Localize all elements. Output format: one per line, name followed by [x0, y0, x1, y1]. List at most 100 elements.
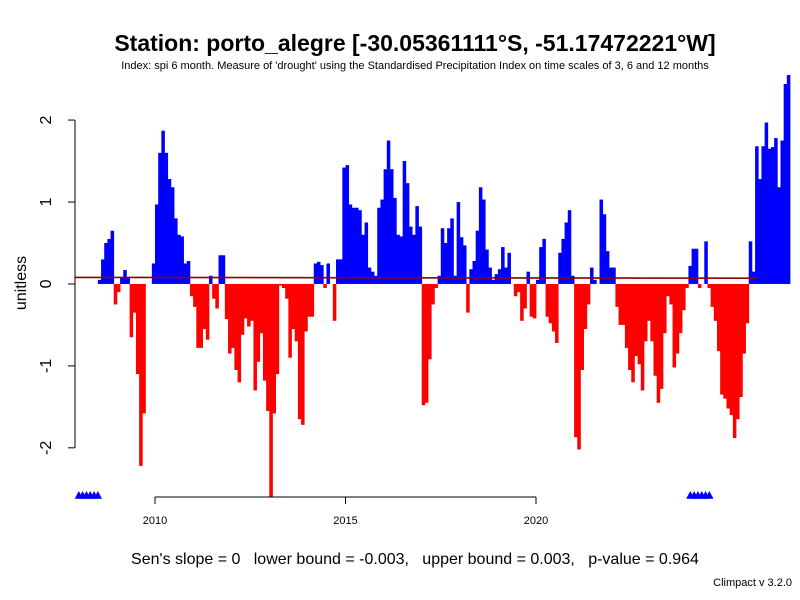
spi-bar: [745, 283, 750, 324]
spi-bar: [501, 247, 505, 284]
spi-bar: [456, 202, 461, 284]
spi-bar: [282, 283, 286, 289]
spi-bar: [247, 283, 251, 327]
spi-bar: [129, 283, 134, 338]
spi-bar: [409, 226, 413, 284]
spi-bar: [631, 283, 635, 383]
spi-bar: [736, 283, 740, 420]
spi-bar: [180, 236, 184, 284]
spi-bar: [326, 263, 330, 284]
spi-bar: [212, 283, 216, 299]
spi-bar: [593, 279, 597, 284]
spi-bar: [358, 210, 362, 284]
spi-bar: [383, 169, 388, 284]
spi-bar: [726, 283, 731, 409]
spi-bar: [640, 283, 645, 391]
spi-bar: [189, 283, 194, 297]
spi-bar: [450, 218, 454, 284]
spi-bar: [170, 187, 175, 284]
spi-bar: [774, 138, 778, 284]
spi-bar: [202, 283, 207, 330]
trend-line: [74, 276, 758, 280]
spi-bar: [691, 248, 696, 284]
spi-bar: [555, 283, 559, 343]
missing-marker: [705, 491, 714, 499]
spi-bar: [580, 283, 584, 370]
y-tick-label: -1: [38, 359, 55, 373]
spi-bar: [107, 238, 111, 284]
x-tick-label: 2020: [524, 515, 548, 527]
spi-bar: [551, 283, 556, 332]
spi-bar: [158, 152, 162, 284]
spi-bar: [786, 75, 791, 284]
spi-bar: [415, 206, 419, 284]
spi-bar: [761, 146, 765, 284]
spi-bar: [316, 261, 321, 284]
spi-bar: [520, 283, 524, 321]
spi-bar: [262, 283, 267, 381]
spi-bar: [558, 252, 562, 284]
spi-bar: [767, 148, 772, 284]
spi-bar: [237, 283, 242, 383]
spi-bar: [682, 283, 686, 311]
spi-bar: [332, 283, 337, 321]
spi-bar: [116, 283, 121, 293]
spi-bar: [504, 267, 508, 284]
spi-bar: [615, 283, 619, 307]
spi-bar: [624, 283, 629, 348]
spi-bar: [386, 140, 391, 284]
spi-bar: [570, 275, 575, 284]
spi-bar: [275, 283, 280, 375]
spi-bar: [231, 283, 235, 348]
spi-bar: [605, 251, 610, 284]
spi-bar: [374, 275, 378, 284]
spi-bar: [650, 283, 654, 342]
spi-bar: [431, 283, 435, 305]
spi-bar: [659, 283, 664, 389]
spi-bar: [497, 269, 502, 284]
spi-bar: [783, 84, 788, 284]
spi-bar: [516, 283, 521, 293]
spi-bar: [269, 283, 273, 497]
spi-bar: [186, 261, 191, 284]
spi-bar: [291, 283, 296, 330]
spi-bar: [770, 147, 775, 284]
spi-bar: [777, 187, 781, 284]
spi-bar: [713, 283, 718, 321]
spi-bar: [199, 283, 203, 348]
spi-bar: [208, 275, 213, 284]
spi-bar: [183, 263, 188, 284]
spi-bar: [234, 283, 238, 370]
spi-bar: [618, 283, 623, 325]
spi-bar: [155, 204, 159, 284]
spi-bar: [339, 259, 343, 284]
spi-bar: [393, 197, 397, 284]
spi-bar: [688, 265, 692, 284]
spi-bar: [647, 283, 651, 321]
spi-bar: [367, 267, 372, 284]
spi-bar: [536, 279, 540, 284]
spi-bar: [529, 283, 534, 317]
spi-bar: [539, 247, 543, 284]
spi-bar: [440, 228, 445, 284]
spi-bar: [348, 204, 353, 284]
spi-bar: [720, 283, 724, 395]
spi-bar: [513, 283, 518, 297]
spi-bar: [205, 283, 210, 340]
spi-bar: [478, 187, 483, 284]
spi-bar: [586, 283, 591, 305]
spi-bar: [453, 275, 457, 284]
spi-bar: [523, 283, 527, 309]
spi-bar: [628, 283, 632, 370]
sens-slope-summary: Sen's slope = 0 lower bound = -0.003, up…: [131, 551, 699, 568]
spi-bar: [142, 283, 146, 414]
spi-bar: [285, 283, 289, 299]
spi-bar: [313, 263, 318, 284]
spi-bar: [472, 261, 477, 284]
spi-bar: [161, 130, 165, 284]
spi-bar: [567, 210, 572, 284]
spi-bar: [716, 283, 721, 352]
spi-bar: [253, 283, 257, 391]
spi-bar: [469, 269, 473, 284]
spi-bar: [288, 283, 292, 358]
